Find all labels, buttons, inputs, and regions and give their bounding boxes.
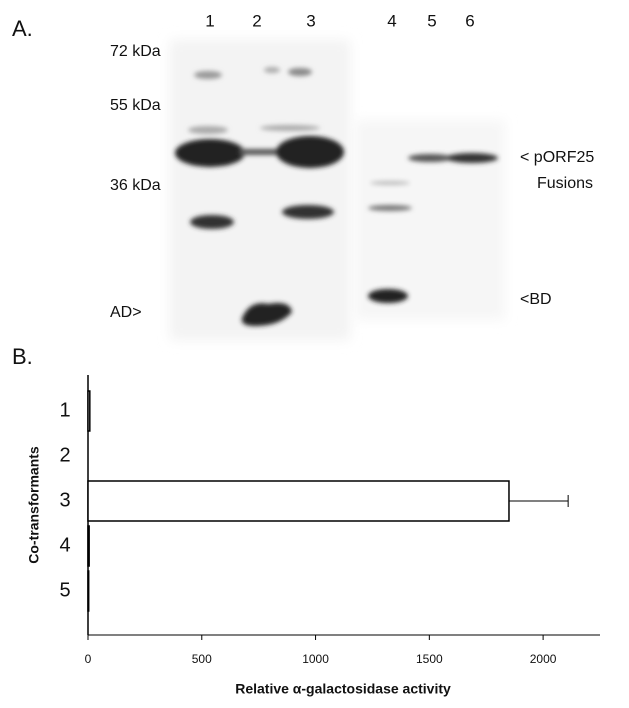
- panel-label: A.: [12, 16, 33, 41]
- marker-label: 36 kDa: [110, 177, 161, 194]
- lane-label: 5: [427, 11, 436, 30]
- y-tick-label: 4: [59, 534, 70, 556]
- y-tick-label: 2: [59, 444, 70, 466]
- annotation: < pORF25: [520, 149, 594, 166]
- lane-labels: 1 2 3 4 5 6: [205, 11, 474, 30]
- y-axis-title: Co-transformants: [26, 446, 42, 564]
- bar: [87, 525, 90, 567]
- y-tick-label: 3: [59, 489, 70, 511]
- annotation: AD>: [110, 304, 142, 321]
- panel-label: B.: [12, 344, 33, 369]
- lane-label: 2: [252, 11, 261, 30]
- x-tick-label: 2000: [530, 652, 557, 666]
- x-tick-label: 1000: [302, 652, 329, 666]
- lane-label: 3: [306, 11, 315, 30]
- lane-label: 4: [387, 11, 396, 30]
- lane-label: 1: [205, 11, 214, 30]
- x-tick-label: 500: [192, 652, 212, 666]
- x-tick-label: 0: [85, 652, 92, 666]
- bar: [87, 570, 90, 612]
- marker-label: 55 kDa: [110, 97, 161, 114]
- bar: [87, 480, 510, 522]
- blot: [170, 40, 505, 340]
- annotation: <BD: [520, 291, 552, 308]
- x-tick-label: 1500: [416, 652, 443, 666]
- y-tick-label: 5: [59, 579, 70, 601]
- annotation: Fusions: [537, 175, 593, 192]
- bar: [87, 390, 91, 432]
- lane-label: 6: [465, 11, 474, 30]
- x-axis-title: Relative α-galactosidase activity: [235, 681, 451, 697]
- marker-label: 72 kDa: [110, 43, 161, 60]
- y-tick-label: 1: [59, 399, 70, 421]
